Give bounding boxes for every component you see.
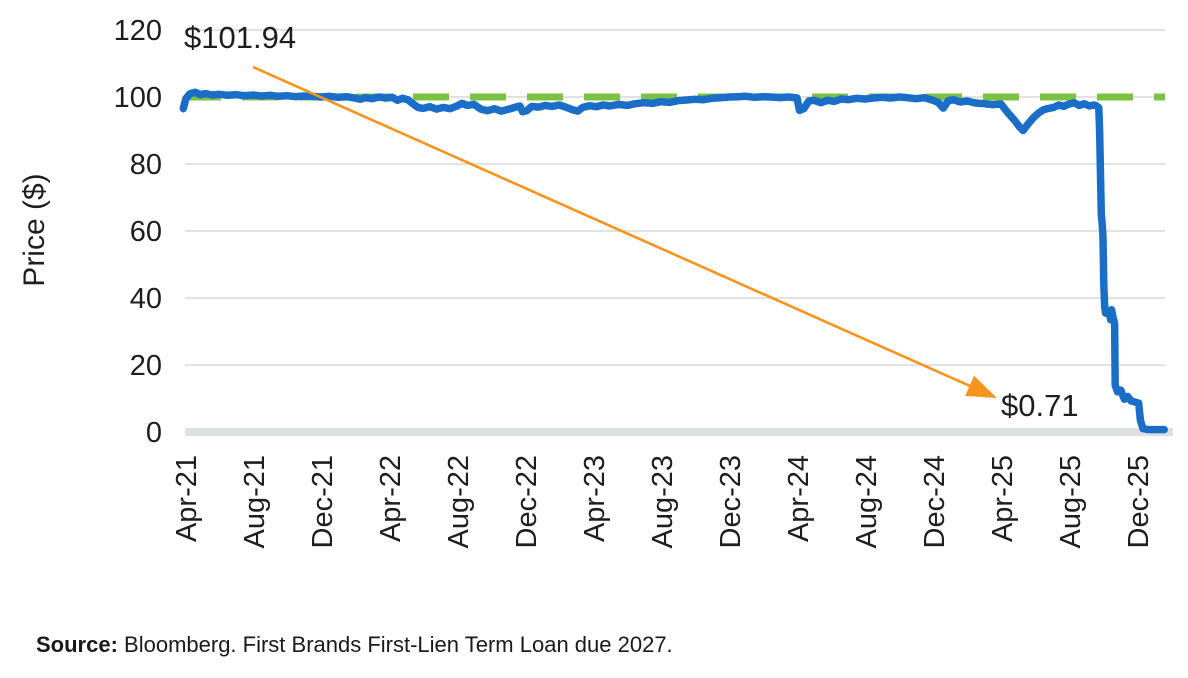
x-tick-label: Dec-23 xyxy=(715,455,747,549)
price-series-line xyxy=(179,88,1168,434)
arrow-head xyxy=(965,375,997,398)
x-tick-label: Aug-23 xyxy=(647,455,679,549)
y-tick-label: 0 xyxy=(146,417,162,449)
y-tick-labels: 0 20 40 60 80 100 120 xyxy=(114,15,162,449)
x-tick-label: Aug-21 xyxy=(239,455,271,549)
source-note: Source: Bloomberg. First Brands First-Li… xyxy=(36,632,673,658)
x-tick-label: Dec-21 xyxy=(307,455,339,549)
source-text: Bloomberg. First Brands First-Lien Term … xyxy=(117,632,673,657)
price-line xyxy=(179,88,1168,434)
x-tick-label: Dec-22 xyxy=(511,455,543,549)
source-label: Source: xyxy=(36,632,118,657)
annotation-start-price: $101.94 xyxy=(184,20,297,55)
y-tick-label: 20 xyxy=(130,350,162,382)
y-tick-label: 100 xyxy=(114,82,162,114)
x-tick-label: Apr-22 xyxy=(375,455,407,542)
annotation-arrow xyxy=(252,65,997,398)
x-tick-label: Apr-21 xyxy=(171,455,203,542)
x-tick-label: Apr-25 xyxy=(987,455,1019,542)
gridlines xyxy=(185,29,1173,436)
baseline-bar xyxy=(185,428,1173,436)
y-tick-label: 80 xyxy=(130,149,162,181)
x-tick-label: Dec-24 xyxy=(919,455,951,549)
x-tick-label: Apr-23 xyxy=(579,455,611,542)
y-tick-label: 40 xyxy=(130,283,162,315)
x-tick-labels: Apr-21 Aug-21 Dec-21 Apr-22 Aug-22 Dec-22 Apr-… xyxy=(171,455,1155,549)
x-tick-label: Aug-24 xyxy=(851,455,883,549)
arrow-shaft xyxy=(252,65,971,387)
x-tick-label: Dec-25 xyxy=(1123,455,1155,549)
annotation-end-price: $0.71 xyxy=(1001,388,1079,423)
x-tick-label: Aug-25 xyxy=(1055,455,1087,549)
x-tick-label: Apr-24 xyxy=(783,455,815,542)
y-tick-label: 60 xyxy=(130,216,162,248)
x-tick-label: Aug-22 xyxy=(443,455,475,549)
y-tick-label: 120 xyxy=(114,15,162,47)
